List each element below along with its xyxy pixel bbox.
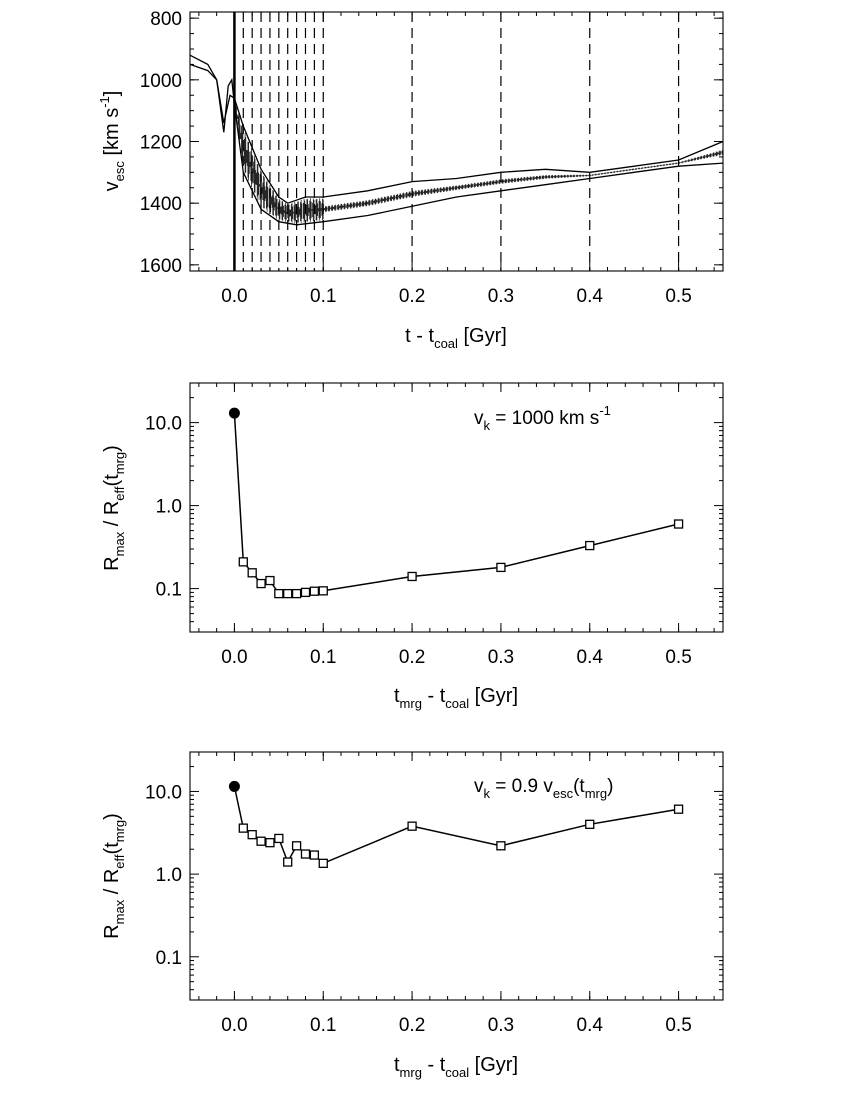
x-tick-label: 0.0	[221, 1015, 247, 1036]
x-tick-label: 0.3	[488, 1015, 514, 1036]
series-lower-track	[189, 63, 724, 226]
plot-frame	[189, 382, 724, 633]
data-point	[585, 540, 595, 551]
y-tick-label: 10.0	[145, 782, 182, 803]
axis-ticks	[190, 12, 723, 271]
coalescence-point	[228, 407, 240, 419]
x-tick-label: 0.5	[665, 647, 691, 668]
data-point	[274, 833, 284, 844]
data-point	[283, 857, 293, 867]
data-point	[673, 519, 684, 529]
data-point	[256, 578, 266, 589]
tick-labels: 0.0 0.1 0.2 0.3 0.4 0.5 0.1 1.0 10.0	[145, 414, 692, 668]
axis-ticks	[190, 382, 723, 633]
data-point	[309, 850, 320, 860]
x-axis-label: t - tcoal [Gyr]	[405, 325, 507, 351]
coalescence-point	[228, 780, 240, 792]
tick-labels: 0.0 0.1 0.2 0.3 0.4 0.5 0.1 1.0 10.0	[145, 782, 692, 1036]
plot-area	[228, 780, 684, 868]
data-point	[496, 562, 506, 573]
plot-frame	[189, 751, 724, 1001]
annotation: vk = 0.9 vesc(tmrg)	[474, 776, 613, 801]
data-point	[318, 586, 328, 596]
data-point	[238, 823, 248, 833]
x-tick-label: 0.1	[310, 1015, 336, 1036]
data-point	[300, 587, 311, 598]
x-tick-label: 0.0	[221, 286, 247, 307]
y-tick-label: 1.0	[156, 865, 182, 886]
data-line	[233, 413, 679, 595]
x-tick-label: 0.3	[488, 647, 514, 668]
escape-velocity-panel: 0.0 0.1 0.2 0.3 0.4 0.5 800 1000 1200 1400 1600 t …	[97, 9, 724, 351]
x-tick-label: 0.2	[399, 286, 425, 307]
plot-area	[189, 12, 724, 271]
data-point	[256, 836, 266, 846]
tick-labels: 0.0 0.1 0.2 0.3 0.4 0.5 800 1000 1200 1400 1600	[140, 9, 692, 307]
radius-ratio-panel-1000: 0.0 0.1 0.2 0.3 0.4 0.5 0.1 1.0 10.0 vk = 1000 k…	[101, 382, 724, 711]
y-axis-label: Rmax / Reff(tmrg)	[101, 445, 127, 571]
data-point	[407, 571, 417, 582]
data-point	[291, 588, 302, 599]
data-point	[238, 557, 248, 567]
y-tick-label: 10.0	[145, 414, 182, 435]
data-point	[291, 841, 302, 851]
y-tick-label: 1.0	[156, 497, 182, 518]
plot-area	[228, 407, 684, 599]
y-tick-label: 1400	[140, 194, 182, 215]
data-point	[309, 586, 320, 596]
data-point	[318, 858, 328, 868]
y-tick-label: 0.1	[156, 580, 182, 601]
y-tick-label: 0.1	[156, 948, 182, 969]
x-tick-label: 0.3	[488, 286, 514, 307]
data-point	[407, 821, 417, 831]
y-axis-label: vesc [km s-1]	[97, 91, 127, 192]
y-tick-label: 800	[150, 9, 182, 30]
y-tick-label: 1600	[140, 256, 182, 277]
radius-ratio-panel-0.9vesc: 0.0 0.1 0.2 0.3 0.4 0.5 0.1 1.0 10.0 vk = 0.9 ve…	[101, 751, 724, 1080]
x-tick-label: 0.4	[577, 1015, 604, 1036]
x-tick-label: 0.4	[577, 647, 604, 668]
y-tick-label: 1000	[140, 71, 182, 92]
x-tick-label: 0.2	[399, 1015, 425, 1036]
data-point	[300, 849, 311, 859]
axis-ticks	[190, 751, 723, 1001]
x-tick-label: 0.5	[665, 1015, 691, 1036]
x-tick-label: 0.2	[399, 647, 425, 668]
oscillation-band	[234, 102, 723, 224]
x-tick-label: 0.4	[577, 286, 604, 307]
data-point	[673, 804, 684, 814]
annotation: vk = 1000 km s-1	[474, 403, 611, 433]
data-point	[247, 568, 257, 578]
x-tick-label: 0.1	[310, 286, 336, 307]
data-point	[265, 575, 275, 586]
data-point	[247, 830, 257, 840]
x-axis-label: tmrg - tcoal [Gyr]	[394, 1054, 518, 1080]
x-axis-label: tmrg - tcoal [Gyr]	[394, 685, 518, 711]
data-point	[496, 841, 506, 851]
data-point	[585, 819, 595, 829]
data-point	[274, 588, 284, 599]
x-tick-label: 0.0	[221, 647, 247, 668]
x-tick-label: 0.5	[665, 286, 691, 307]
data-point	[283, 588, 293, 599]
x-tick-label: 0.1	[310, 647, 336, 668]
data-point	[265, 838, 275, 848]
y-axis-label: Rmax / Reff(tmrg)	[101, 813, 127, 939]
y-tick-label: 1200	[140, 133, 182, 154]
